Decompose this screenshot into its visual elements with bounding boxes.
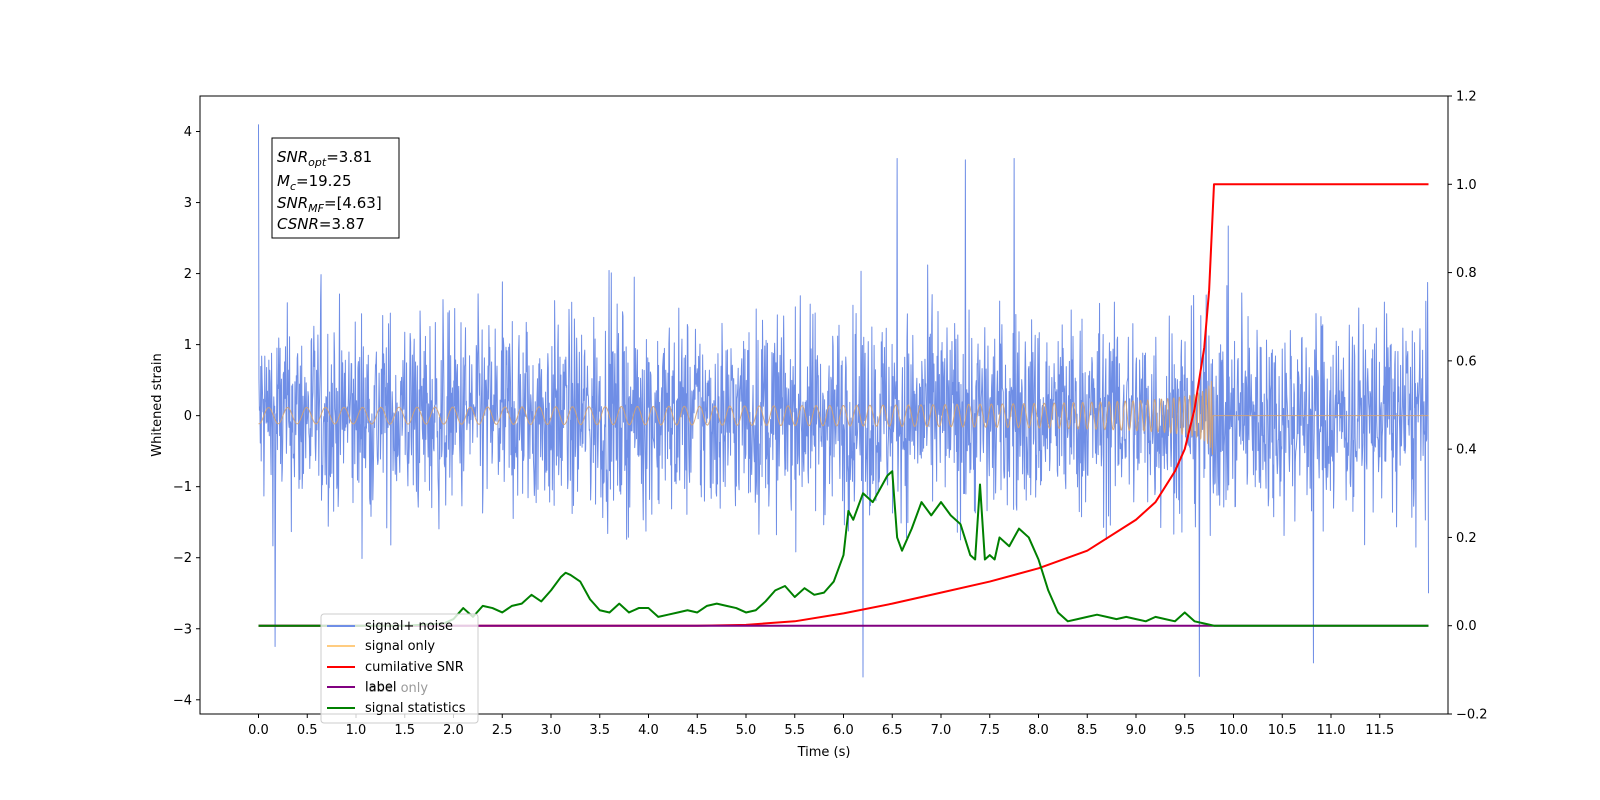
x-tick-label: 6.0 [833,723,854,738]
x-tick-label: 4.0 [638,723,659,738]
x-tick-label: 1.0 [346,723,367,738]
y-right-tick-label: 0.4 [1456,443,1477,458]
y-right-tick-label: 1.0 [1456,178,1477,193]
annotation-box: SNRopt=3.81 Mc=19.25 SNRMF=[4.63] CSNR=3… [271,137,400,239]
y-tick-label: −2 [173,551,192,566]
x-tick-label: 0.0 [248,723,269,738]
x-tick-label: 3.5 [589,723,610,738]
series-signal-noise [258,124,1429,678]
legend-label-signal-statistics: signal statistics [365,701,466,716]
legend-label-signal-only: signal only [365,639,435,654]
y-right-tick-label: −0.2 [1456,708,1488,723]
x-axis: 0.0 0.5 1.0 1.5 2.0 2.5 3.0 3.5 4.0 4.5 5.0 5.5 6.0 6… [248,714,1394,738]
x-tick-label: 7.0 [931,723,952,738]
series-cumulative-snr [258,183,1429,627]
y-right-tick-label: 0.0 [1456,619,1477,634]
x-tick-label: 5.5 [784,723,805,738]
y-axis-left: 4 3 2 1 0 −1 −2 −3 −4 [173,125,200,708]
y-right-tick-label: 0.2 [1456,531,1477,546]
annotation-csnr: CSNR=3.87 [277,215,365,233]
annotation-chirp-mass: Mc=19.25 [277,172,352,193]
x-tick-label: 11.0 [1317,723,1346,738]
legend-label-label: label [365,680,396,695]
legend-label-signal-noise: signal+ noise [365,619,453,634]
y-tick-label: 0 [184,409,192,424]
series-layer [258,124,1429,678]
x-tick-label: 10.5 [1268,723,1297,738]
annotation-frame [271,137,400,239]
x-tick-label: 11.5 [1365,723,1394,738]
x-tick-label: 10.0 [1219,723,1248,738]
y-right-tick-label: 0.8 [1456,266,1477,281]
x-tick-label: 8.0 [1028,723,1049,738]
x-tick-label: 9.0 [1126,723,1147,738]
y-tick-label: 3 [184,196,192,211]
legend-frame [320,613,479,724]
x-tick-label: 9.5 [1174,723,1195,738]
x-tick-label: 7.5 [979,723,1000,738]
y-tick-label: 4 [184,125,192,140]
annotation-snr-opt: SNRopt=3.81 [277,148,372,169]
y-axis-right: 1.2 1.0 0.8 0.6 0.4 0.2 0.0 −0.2 [1448,90,1488,723]
y-tick-label: 1 [184,338,192,353]
x-tick-label: 6.5 [882,723,903,738]
x-tick-label: 2.5 [492,723,513,738]
x-axis-label: Time (s) [797,745,851,760]
y-axis-label: Whitened strain [150,353,165,456]
series-signal-statistics [258,470,1429,627]
x-tick-label: 2.0 [443,723,464,738]
y-tick-label: 2 [184,267,192,282]
y-tick-label: −4 [173,693,192,708]
x-tick-label: 3.0 [541,723,562,738]
legend-label-label-only: label only [365,681,428,696]
x-tick-label: 4.5 [687,723,708,738]
x-tick-label: 0.5 [297,723,318,738]
x-tick-label: 5.0 [736,723,757,738]
x-tick-label: 1.5 [394,723,415,738]
plot-area-frame [199,95,1449,715]
y-tick-label: −3 [173,622,192,637]
y-right-tick-label: 1.2 [1456,90,1477,105]
series-signal-only [258,380,1429,455]
y-right-tick-label: 0.6 [1456,354,1477,369]
y-tick-label: −1 [173,480,192,495]
legend: signal+ noise signal only cumilative SNR… [320,613,479,724]
annotation-snr-mf: SNRMF=[4.63] [277,194,382,215]
legend-label-cumulative-snr: cumilative SNR [365,660,464,675]
x-tick-label: 8.5 [1077,723,1098,738]
